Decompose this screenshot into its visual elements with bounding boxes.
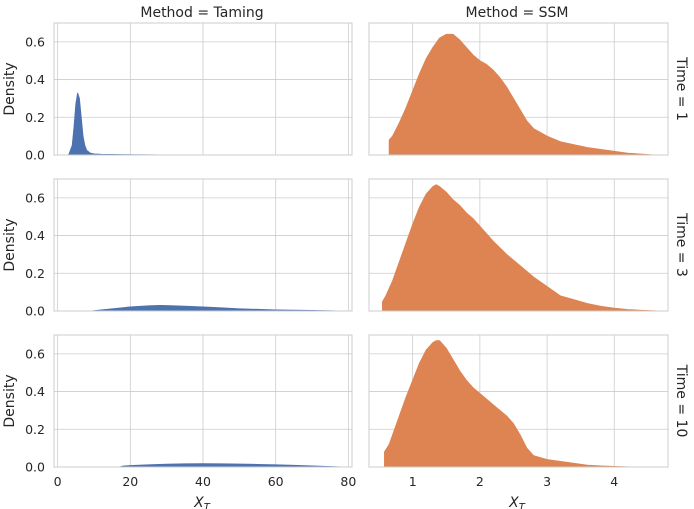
x-axis-label-base: X	[193, 495, 204, 509]
y-tick-label: 0.4	[25, 384, 45, 399]
row-title-prefix: Time =	[673, 56, 689, 112]
panel-taming-time-10: 0.0 0.2 0.4 0.6 0 20 40 60 80	[25, 334, 356, 489]
y-axis-label-row-1: Density	[2, 62, 18, 115]
x-tick-label: 3	[543, 474, 551, 489]
y-tick-label: 0.4	[25, 228, 45, 243]
col-title-value: SSM	[539, 5, 569, 21]
row-title-value: 1	[673, 112, 689, 121]
panel-taming-time-1: 0.0 0.2 0.4 0.6	[25, 22, 353, 163]
density-area	[382, 184, 662, 312]
panels-layer: 0.0 0.2 0.4 0.6 0.0 0.2 0.4 0.6 0.0 0.2 0.4 0.6 0 20 4…	[25, 22, 669, 489]
row-title-value: 3	[673, 268, 689, 277]
x-tick-label: 80	[340, 474, 356, 489]
density-area	[384, 340, 635, 468]
y-tick-label: 0.0	[25, 304, 45, 319]
density-area	[119, 463, 345, 468]
col-title-prefix: Method =	[466, 5, 539, 21]
panel-ssm-time-1	[368, 22, 669, 156]
panel-frame	[53, 334, 353, 468]
y-axis-label-row-3: Density	[2, 218, 18, 271]
panel-frame	[53, 22, 353, 156]
row-title-value: 10	[673, 420, 689, 438]
panel-ssm-time-3	[368, 178, 669, 312]
x-tick-label: 20	[122, 474, 138, 489]
panel-frame	[53, 178, 353, 312]
x-axis-label-ssm: XT	[508, 495, 526, 509]
x-tick-label: 2	[476, 474, 484, 489]
y-tick-label: 0.0	[25, 460, 45, 475]
x-tick-label: 0	[54, 474, 62, 489]
panel-frame	[368, 22, 669, 156]
x-axis-label-subscript: T	[519, 502, 526, 509]
density-area	[67, 92, 174, 156]
x-tick-label: 4	[610, 474, 618, 489]
col-title-prefix: Method =	[140, 5, 213, 21]
y-tick-label: 0.2	[25, 110, 45, 125]
x-tick-label: 60	[268, 474, 284, 489]
x-axis-label-taming: XT	[193, 495, 211, 509]
y-tick-label: 0.6	[25, 346, 45, 361]
y-tick-label: 0.0	[25, 148, 45, 163]
panel-frame	[368, 178, 669, 312]
x-tick-label: 1	[409, 474, 417, 489]
col-title-value: Taming	[213, 5, 264, 21]
row-title-1: Time = 1	[673, 56, 689, 121]
x-axis-label-base: X	[508, 495, 519, 509]
row-title-10: Time = 10	[673, 364, 689, 438]
panel-taming-time-3: 0.0 0.2 0.4 0.6	[25, 178, 353, 319]
x-axis-label-subscript: T	[204, 502, 211, 509]
row-title-3: Time = 3	[673, 212, 689, 277]
density-area	[388, 33, 655, 156]
col-title-ssm: Method = SSM	[466, 5, 569, 21]
y-axis-label-row-10: Density	[2, 374, 18, 427]
panel-frame	[368, 334, 669, 468]
y-tick-label: 0.4	[25, 72, 45, 87]
density-area	[90, 304, 345, 312]
x-tick-label: 40	[195, 474, 211, 489]
y-tick-label: 0.2	[25, 266, 45, 281]
row-title-prefix: Time =	[673, 212, 689, 268]
col-title-taming: Method = Taming	[140, 5, 263, 21]
y-tick-label: 0.6	[25, 190, 45, 205]
row-title-prefix: Time =	[673, 364, 689, 420]
y-tick-label: 0.6	[25, 34, 45, 49]
y-tick-label: 0.2	[25, 422, 45, 437]
panel-ssm-time-10: 1 2 3 4	[368, 334, 669, 489]
